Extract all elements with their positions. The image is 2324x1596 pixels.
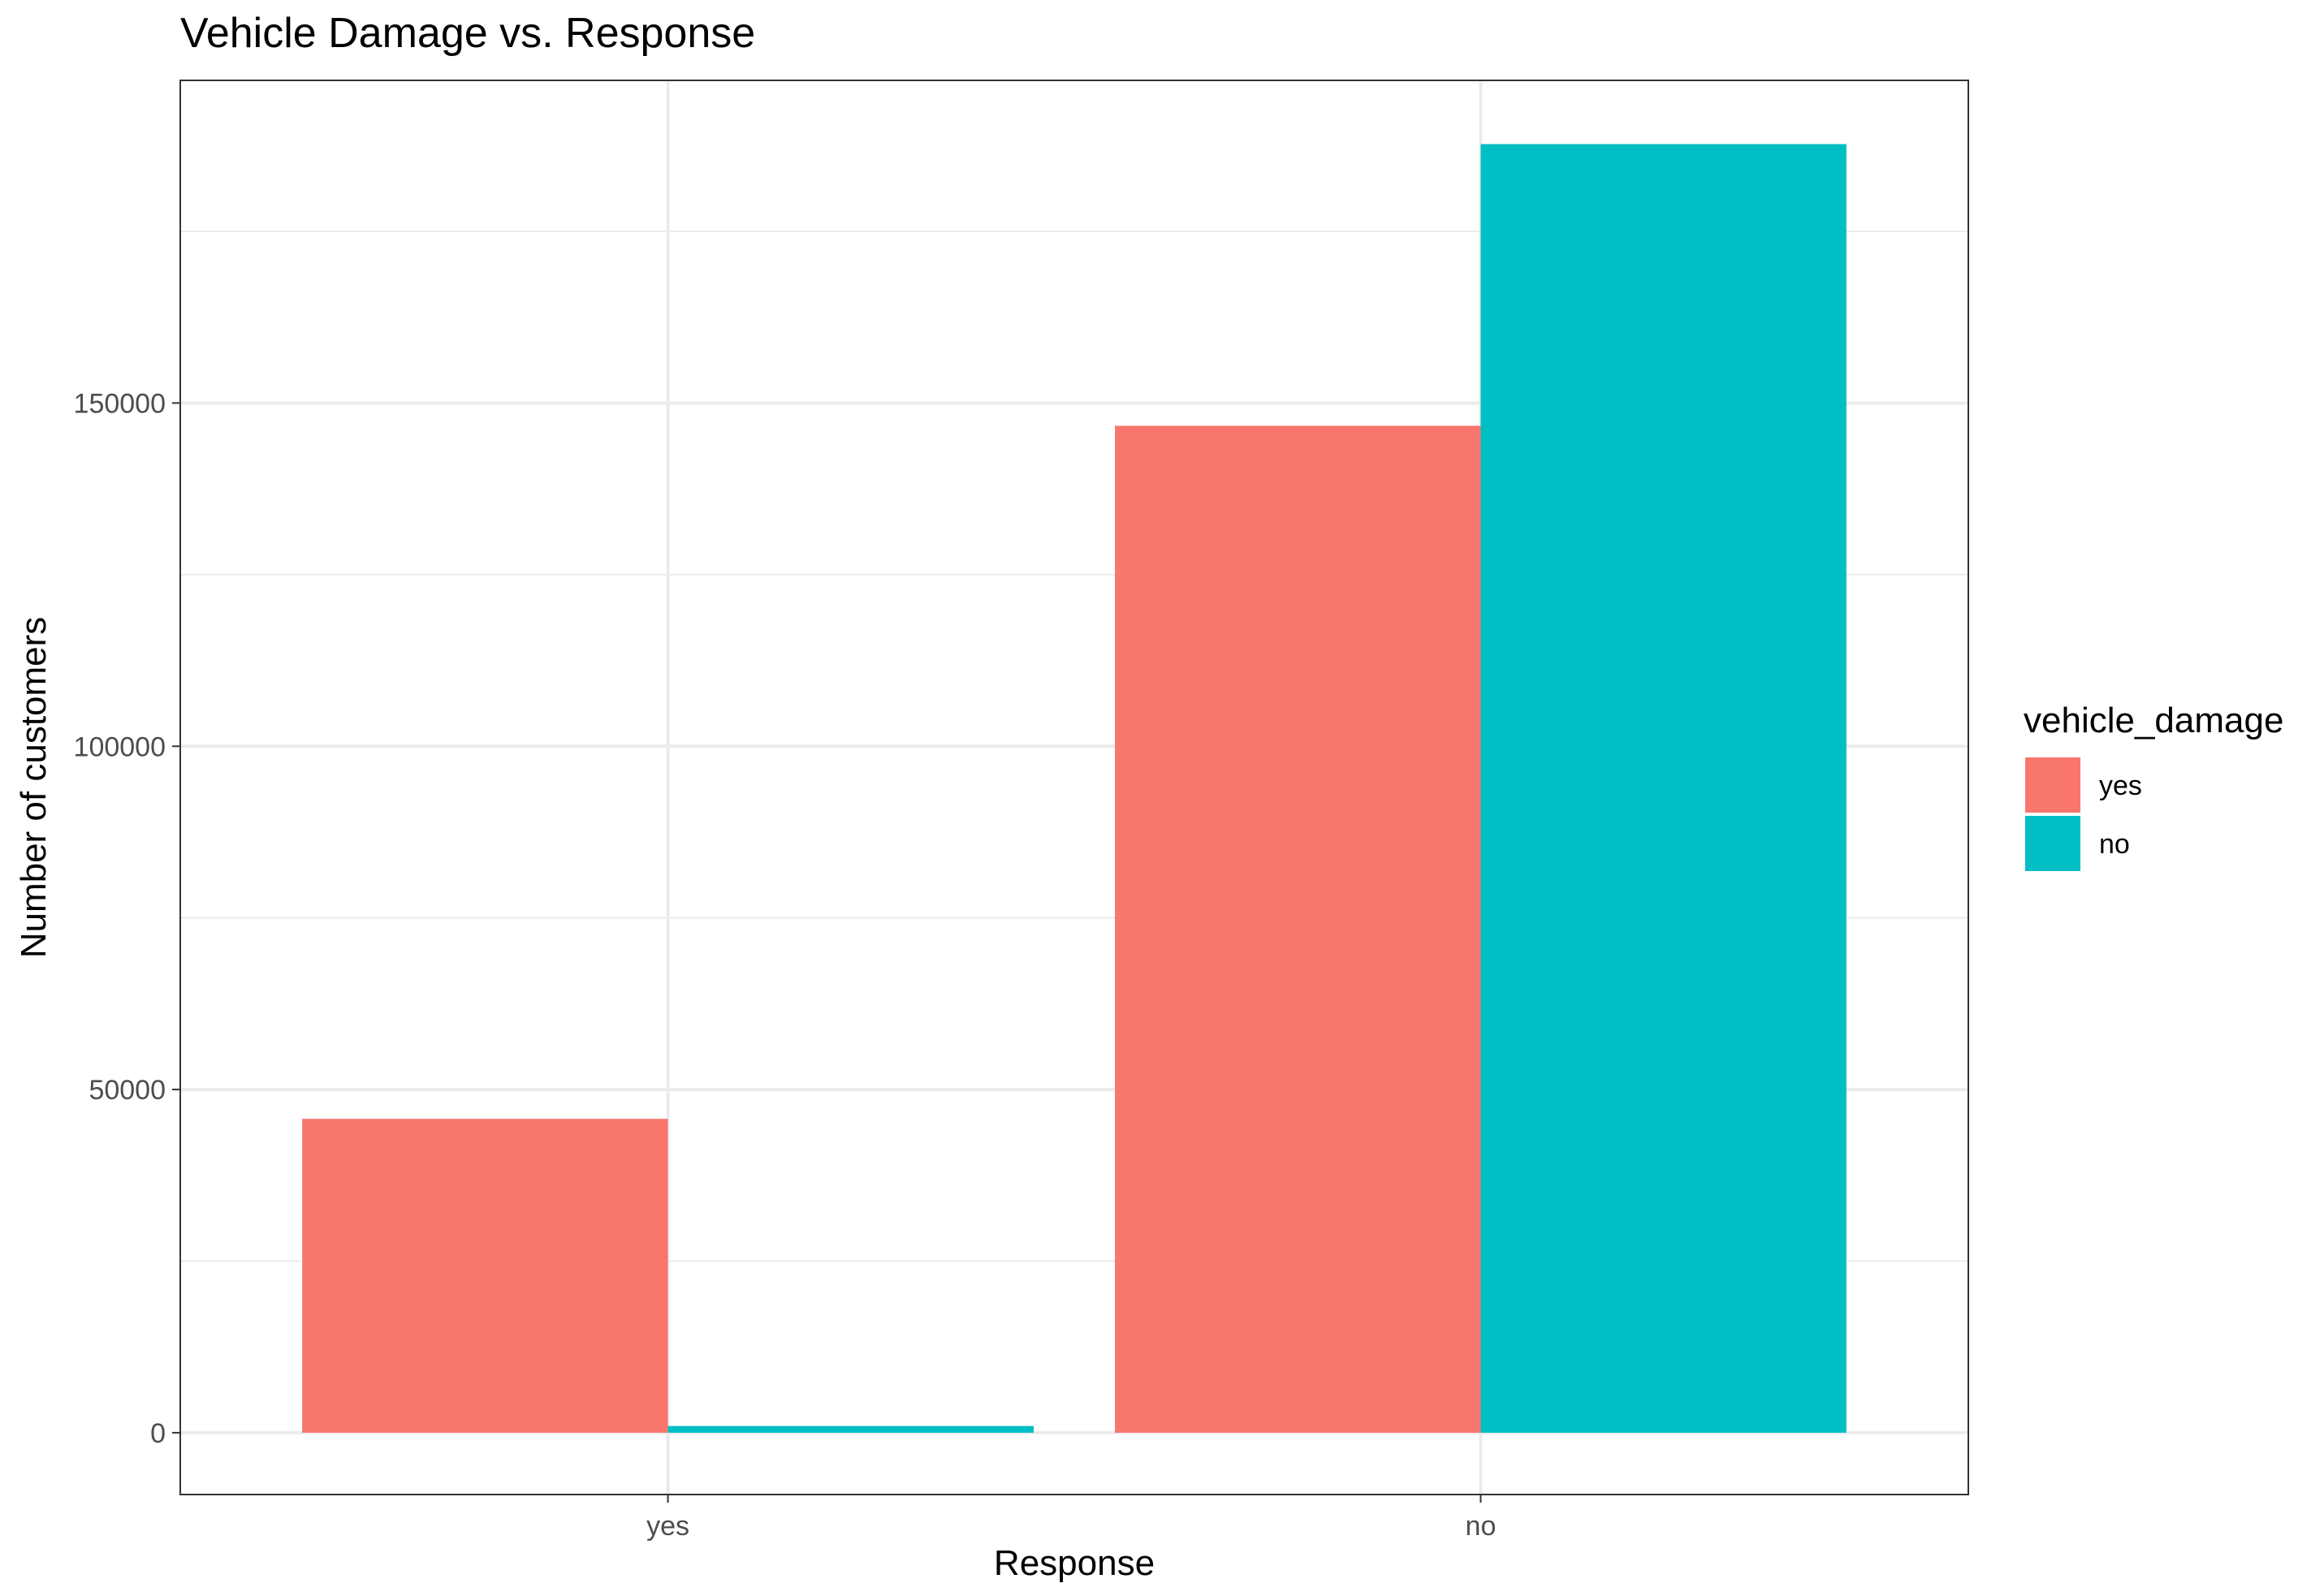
plot-panel-border bbox=[179, 80, 1969, 1495]
x-tick-label: no bbox=[1466, 1511, 1497, 1542]
bar bbox=[667, 1426, 1034, 1433]
bar bbox=[302, 1119, 668, 1433]
bar bbox=[1115, 425, 1481, 1433]
bar bbox=[1480, 144, 1847, 1433]
legend-key bbox=[2025, 816, 2080, 871]
bars-layer bbox=[302, 144, 1847, 1433]
legend-key bbox=[2025, 757, 2080, 813]
x-axis: yes no bbox=[646, 1495, 1496, 1542]
legend-label: yes bbox=[2099, 770, 2142, 801]
y-tick-label: 100000 bbox=[74, 731, 166, 762]
legend: vehicle_damage yes no bbox=[2024, 701, 2283, 871]
x-tick-label: yes bbox=[646, 1511, 689, 1542]
chart-title: Vehicle Damage vs. Response bbox=[180, 10, 755, 57]
legend-title: vehicle_damage bbox=[2024, 701, 2283, 740]
legend-items: yes no bbox=[2025, 757, 2142, 871]
y-tick-label: 150000 bbox=[74, 388, 166, 419]
y-tick-label: 50000 bbox=[89, 1075, 166, 1106]
y-axis-title: Number of customers bbox=[14, 617, 54, 959]
y-tick-label: 0 bbox=[150, 1418, 166, 1449]
x-axis-title: Response bbox=[994, 1543, 1155, 1583]
legend-label: no bbox=[2099, 829, 2130, 860]
y-axis: 0 50000 100000 150000 bbox=[74, 388, 180, 1449]
